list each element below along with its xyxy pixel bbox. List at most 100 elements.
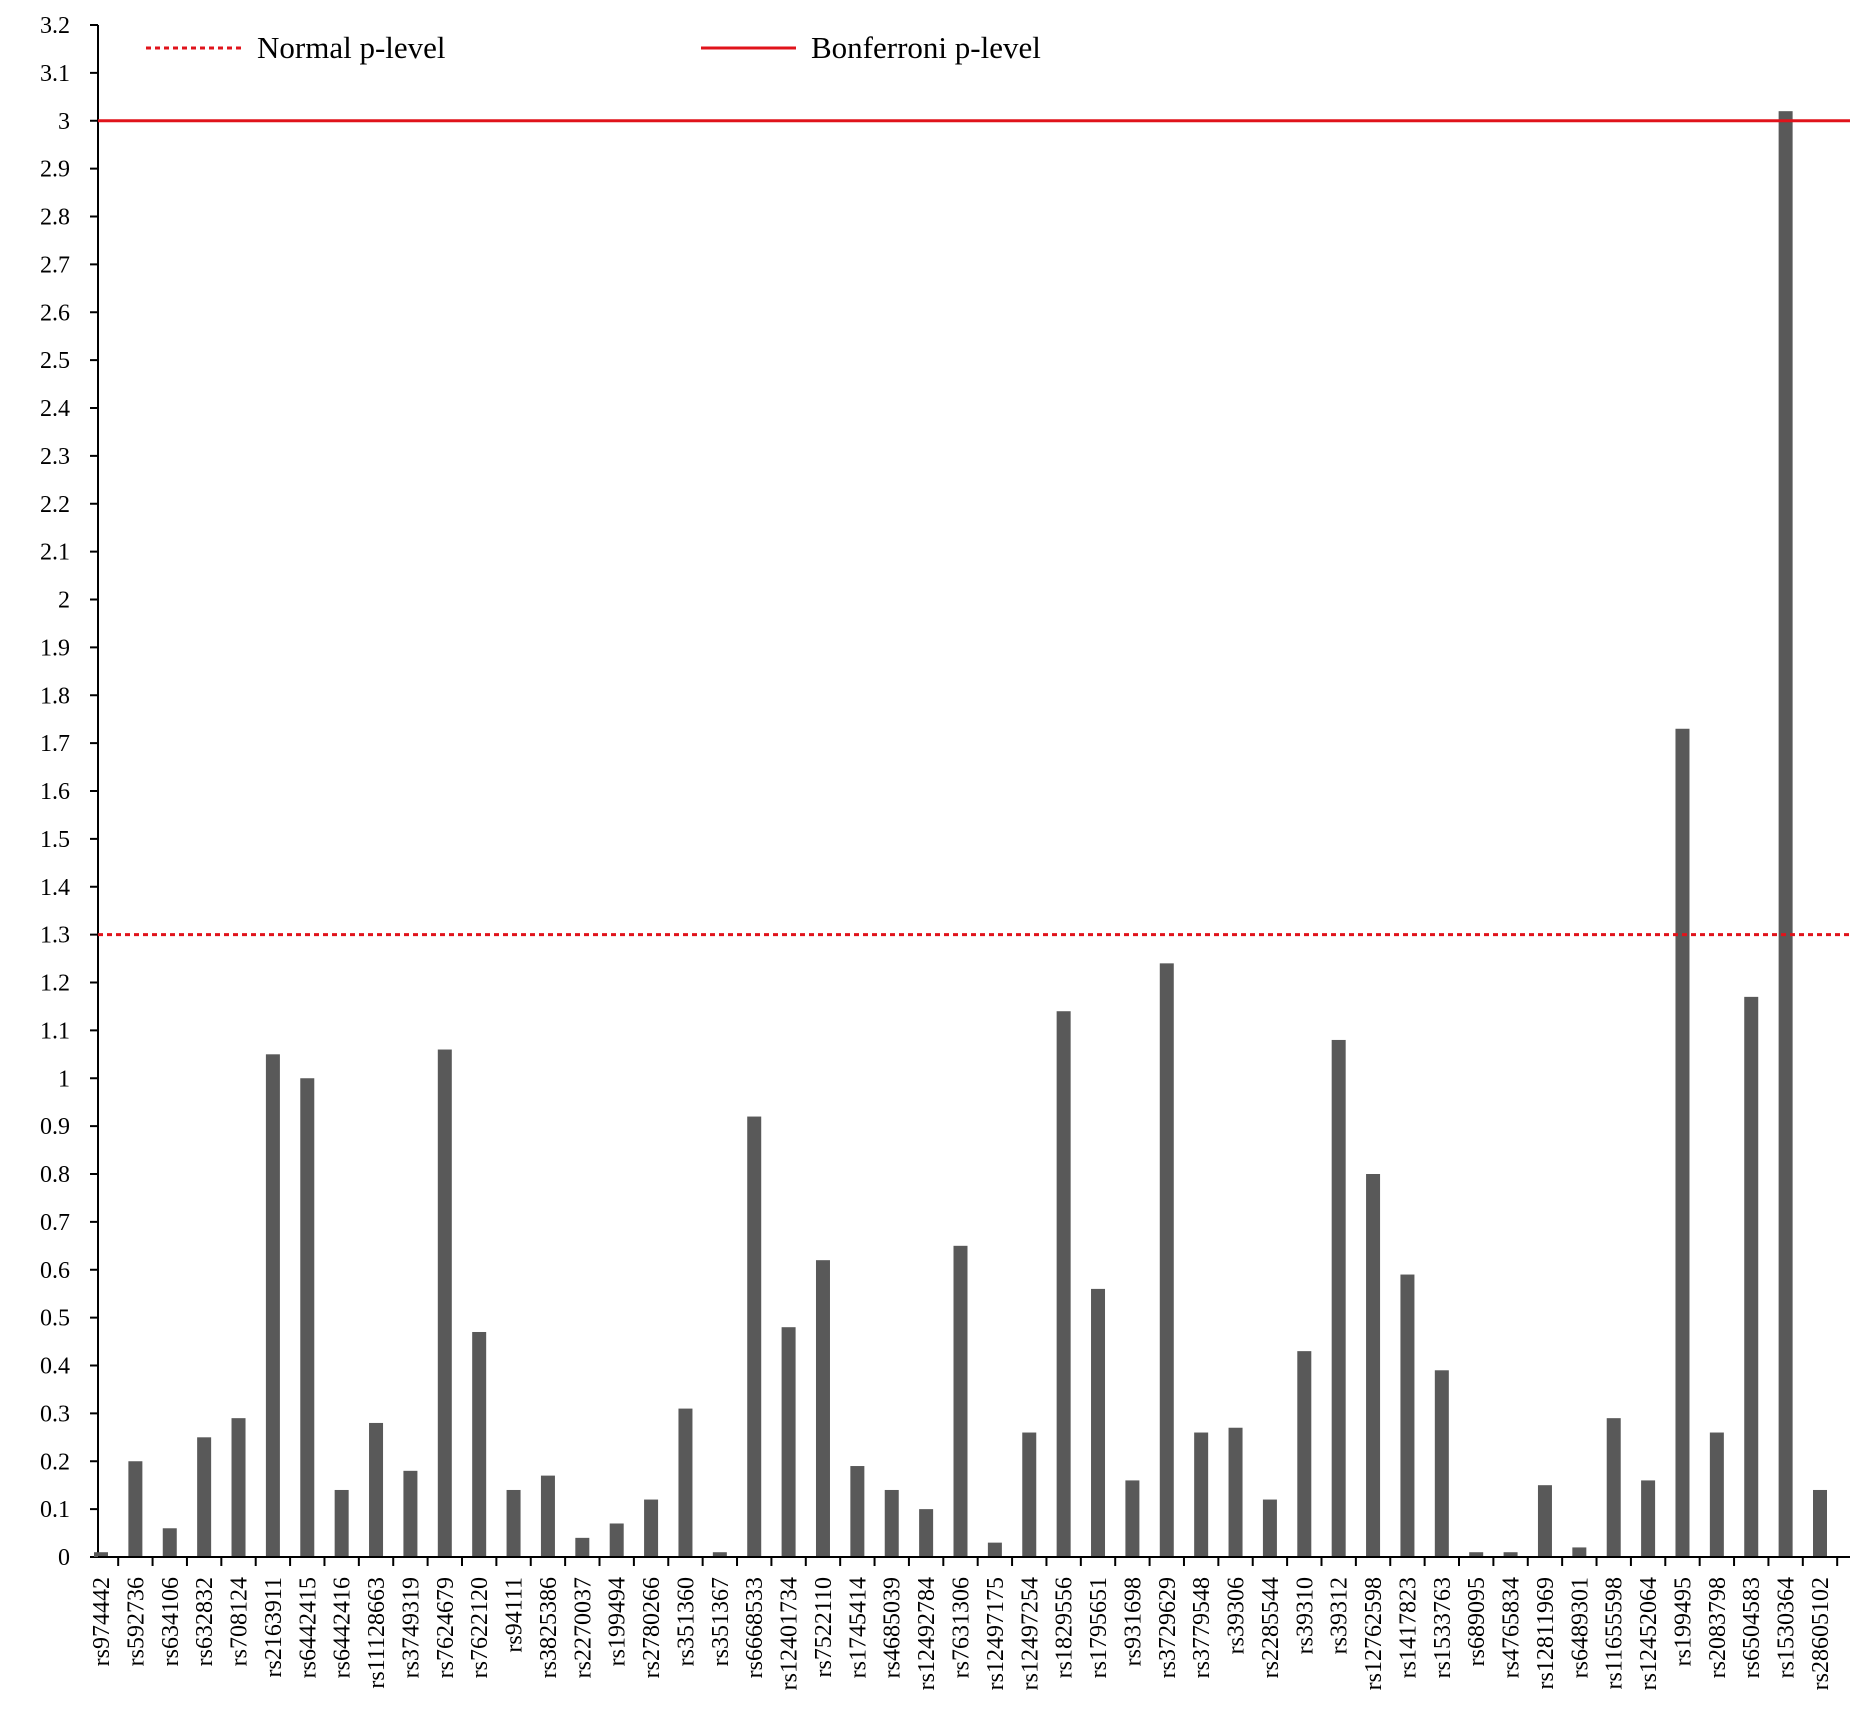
bar-rs1533763 bbox=[1434, 1370, 1449, 1557]
bar-rs592736 bbox=[128, 1461, 143, 1557]
x-tick-label: rs7624679 bbox=[433, 1577, 459, 1678]
y-tick-label: 2.8 bbox=[40, 205, 70, 231]
x-tick-label: rs3779548 bbox=[1189, 1577, 1215, 1678]
bar-rs12811969 bbox=[1537, 1485, 1552, 1557]
x-tick-label: rs592736 bbox=[123, 1577, 149, 1666]
bar-rs1795651 bbox=[1091, 1288, 1106, 1557]
x-tick-label: rs1533763 bbox=[1430, 1577, 1456, 1678]
x-tick-label: rs12811969 bbox=[1533, 1577, 1559, 1689]
y-tick-label: 0 bbox=[58, 1545, 70, 1571]
x-tick-label: rs199495 bbox=[1670, 1577, 1696, 1666]
x-tick-label: rs12452064 bbox=[1636, 1577, 1662, 1690]
y-tick-label: 1.1 bbox=[40, 1018, 70, 1044]
bar-rs4685039 bbox=[884, 1489, 899, 1557]
x-tick-label: rs1530364 bbox=[1774, 1577, 1800, 1678]
y-tick-label: 3.2 bbox=[40, 13, 70, 39]
x-tick-label: rs2780266 bbox=[639, 1577, 665, 1678]
bar-rs12452064 bbox=[1641, 1480, 1656, 1557]
bar-rs632832 bbox=[197, 1437, 212, 1557]
x-tick-label: rs1745414 bbox=[845, 1577, 871, 1678]
x-tick-label: rs1795651 bbox=[1086, 1577, 1112, 1678]
x-tick-label: rs39310 bbox=[1292, 1577, 1318, 1654]
x-tick-label: rs94111 bbox=[502, 1577, 528, 1653]
y-tick-label: 0.1 bbox=[40, 1497, 70, 1523]
bar-rs351360 bbox=[678, 1408, 693, 1557]
x-tick-label: rs4685039 bbox=[880, 1577, 906, 1678]
bar-rs7631306 bbox=[953, 1245, 968, 1557]
bar-rs39306 bbox=[1228, 1427, 1243, 1557]
x-tick-label: rs12492784 bbox=[914, 1577, 940, 1690]
y-tick-label: 1.5 bbox=[40, 827, 70, 853]
x-tick-label: rs4765834 bbox=[1499, 1577, 1525, 1678]
y-tick-label: 1.7 bbox=[40, 731, 70, 757]
x-tick-label: rs199494 bbox=[605, 1577, 631, 1666]
x-tick-label: rs6489301 bbox=[1567, 1577, 1593, 1678]
legend-label-normal: Normal p-level bbox=[257, 30, 446, 65]
x-tick-label: rs351360 bbox=[673, 1577, 699, 1666]
bar-rs7624679 bbox=[437, 1049, 452, 1557]
x-tick-label: rs6504583 bbox=[1739, 1577, 1765, 1678]
bar-rs39310 bbox=[1297, 1351, 1312, 1557]
bar-rs3779548 bbox=[1194, 1432, 1209, 1557]
bar-rs4765834 bbox=[1503, 1552, 1518, 1557]
bar-rs12497254 bbox=[1022, 1432, 1037, 1557]
y-tick-label: 2.9 bbox=[40, 157, 70, 183]
x-tick-label: rs2083798 bbox=[1705, 1577, 1731, 1678]
bar-rs1530364 bbox=[1778, 111, 1793, 1557]
bar-rs199495 bbox=[1675, 728, 1690, 1557]
bars bbox=[94, 111, 1827, 1557]
bar-rs39312 bbox=[1331, 1039, 1346, 1557]
x-tick-label: rs708124 bbox=[227, 1577, 253, 1666]
y-tick-label: 2.4 bbox=[40, 396, 70, 422]
x-tick-label: rs974442 bbox=[89, 1577, 115, 1666]
y-tick-label: 2.3 bbox=[40, 444, 70, 470]
x-tick-label: rs12762598 bbox=[1361, 1577, 1387, 1690]
bar-rs11655598 bbox=[1606, 1418, 1621, 1557]
bar-rs708124 bbox=[231, 1418, 246, 1557]
y-tick-label: 2.1 bbox=[40, 540, 70, 566]
x-tick-label: rs12497175 bbox=[983, 1577, 1009, 1690]
bar-rs6442416 bbox=[334, 1489, 349, 1557]
x-tick-label: rs6668533 bbox=[742, 1577, 768, 1678]
bar-rs634106 bbox=[162, 1528, 177, 1557]
x-tick-label: rs3749319 bbox=[398, 1577, 424, 1678]
bar-rs28605102 bbox=[1813, 1489, 1827, 1557]
y-tick-label: 2.6 bbox=[40, 300, 70, 326]
x-axis: rs974442 rs592736 rs634106 rs632832 rs708124… bbox=[89, 1556, 1850, 1690]
x-tick-label: rs28605102 bbox=[1808, 1577, 1834, 1690]
bar-rs7522110 bbox=[815, 1260, 830, 1557]
y-tick-label: 1.2 bbox=[40, 971, 70, 997]
y-tick-label: 1.8 bbox=[40, 683, 70, 709]
y-axis: 0 0.1 0.2 0.3 0.4 0.5 0.6 0.7 0.8 0.9 1 1.1 1.2 1.3 1.… bbox=[40, 13, 99, 1571]
bar-rs6489301 bbox=[1572, 1547, 1587, 1557]
bar-rs974442 bbox=[94, 1552, 108, 1557]
x-tick-label: rs2163911 bbox=[261, 1577, 287, 1677]
bar-rs11128663 bbox=[369, 1422, 384, 1557]
legend-label-bonferroni: Bonferroni p-level bbox=[811, 30, 1041, 65]
bar-rs931698 bbox=[1125, 1480, 1140, 1557]
y-tick-label: 3 bbox=[58, 109, 70, 135]
x-tick-label: rs2270037 bbox=[570, 1577, 596, 1678]
x-tick-label: rs3729629 bbox=[1155, 1577, 1181, 1678]
legend: Normal p-level Bonferroni p-level bbox=[146, 30, 1041, 65]
y-tick-label: 0.3 bbox=[40, 1401, 70, 1427]
bar-rs2163911 bbox=[265, 1054, 280, 1557]
x-tick-label: rs7622120 bbox=[467, 1577, 493, 1678]
x-tick-label: rs6442416 bbox=[330, 1577, 356, 1678]
y-tick-label: 0.9 bbox=[40, 1114, 70, 1140]
x-tick-label: rs1417823 bbox=[1395, 1577, 1421, 1678]
x-tick-label: rs3825386 bbox=[536, 1577, 562, 1678]
y-tick-label: 1.3 bbox=[40, 923, 70, 949]
bar-rs2083798 bbox=[1709, 1432, 1724, 1557]
bar-rs1745414 bbox=[850, 1466, 865, 1557]
bar-rs12401734 bbox=[781, 1327, 796, 1557]
bar-rs12492784 bbox=[919, 1509, 934, 1557]
bar-rs6442415 bbox=[300, 1078, 315, 1557]
bar-rs3825386 bbox=[540, 1475, 555, 1557]
bar-rs3749319 bbox=[403, 1470, 418, 1557]
y-tick-label: 2.5 bbox=[40, 348, 70, 374]
x-tick-label: rs39312 bbox=[1327, 1577, 1353, 1654]
y-tick-label: 0.4 bbox=[40, 1354, 70, 1380]
bar-rs2285544 bbox=[1262, 1499, 1277, 1557]
